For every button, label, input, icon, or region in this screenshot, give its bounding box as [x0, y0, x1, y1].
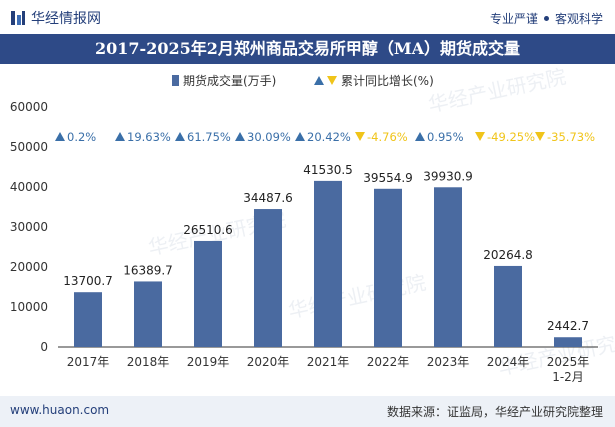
up-triangle-icon [115, 132, 125, 141]
bar-label-4: 41530.5 [303, 163, 353, 177]
legend-label-growth: 累计同比增长(%) [341, 74, 434, 88]
brand-name: 华经情报网 [31, 11, 101, 27]
growth-label-1: 19.63% [127, 130, 171, 144]
bar-1 [134, 281, 162, 347]
down-triangle-icon [355, 132, 365, 141]
tagline-right: 客观科学 [554, 12, 603, 26]
tagline: 专业严谨 客观科学 [490, 10, 603, 27]
x-tick-label-3: 2020年 [247, 355, 290, 369]
y-tick-label-0: 0 [40, 340, 48, 354]
y-tick-label-1: 10000 [10, 300, 48, 314]
bar-label-6: 39930.9 [423, 169, 473, 183]
bar-label-0: 13700.7 [63, 274, 113, 288]
x-tick-label-6: 2023年 [427, 355, 470, 369]
logo-icon [10, 10, 26, 26]
y-tick-label-4: 40000 [10, 180, 48, 194]
bar-label-7: 20264.8 [483, 248, 533, 262]
up-triangle-icon [235, 132, 245, 141]
growth-label-5: -4.76% [367, 130, 408, 144]
down-triangle-icon [475, 132, 485, 141]
legend-label-volume: 期货成交量(万手) [183, 73, 276, 88]
bar-3 [254, 209, 282, 347]
y-tick-label-5: 50000 [10, 140, 48, 154]
website-link[interactable]: www.huaon.com [10, 403, 110, 417]
watermark-2: 华经产业研究院 [426, 64, 568, 117]
dot-icon [543, 16, 549, 21]
bar-0 [74, 292, 102, 347]
bar-label-3: 34487.6 [243, 191, 293, 205]
y-tick-label-6: 60000 [10, 100, 48, 114]
top-bar: 华经情报网 专业严谨 客观科学 [0, 0, 615, 34]
bar-label-2: 26510.6 [183, 223, 233, 237]
up-triangle-icon [55, 132, 65, 141]
x-tick-label-1: 2018年 [127, 355, 170, 369]
bar-label-5: 39554.9 [363, 171, 413, 185]
legend-down-triangle-icon [327, 76, 337, 85]
x-tick-label-2: 2019年 [187, 355, 230, 369]
chart-title: 2017-2025年2月郑州商品交易所甲醇（MA）期货成交量 [0, 34, 615, 64]
growth-label-4: 20.42% [307, 130, 351, 144]
x-tick-label-8: 2025年 1-2月 [547, 355, 590, 384]
legend-up-triangle-icon [314, 76, 324, 85]
x-tick-label-5: 2022年 [367, 355, 410, 369]
growth-label-2: 61.75% [187, 130, 231, 144]
footer: www.huaon.com 数据来源：证监局，华经产业研究院整理 [0, 396, 615, 427]
brand: 华经情报网 [10, 8, 101, 28]
growth-label-7: -49.25% [487, 130, 535, 144]
bar-6 [434, 187, 462, 347]
up-triangle-icon [175, 132, 185, 141]
tagline-left: 专业严谨 [489, 12, 538, 26]
bar-label-8: 2442.7 [547, 319, 589, 333]
x-tick-label-7: 2024年 [487, 355, 530, 369]
growth-label-6: 0.95% [427, 130, 464, 144]
bar-5 [374, 188, 402, 347]
legend-swatch-bar [172, 75, 179, 86]
up-triangle-icon [415, 132, 425, 141]
growth-label-3: 30.09% [247, 130, 291, 144]
bar-2 [194, 240, 222, 347]
bar-7 [494, 265, 522, 347]
x-tick-label-0: 2017年 [67, 355, 110, 369]
growth-label-0: 0.2% [67, 130, 96, 144]
up-triangle-icon [295, 132, 305, 141]
bar-8 [554, 337, 582, 347]
watermark-1: 华经产业研究院 [286, 270, 428, 323]
x-tick-label-4: 2021年 [307, 355, 350, 369]
bar-label-1: 16389.7 [123, 263, 173, 277]
bar-4 [314, 180, 342, 347]
y-tick-label-2: 20000 [10, 260, 48, 274]
data-source: 数据来源：证监局，华经产业研究院整理 [386, 405, 603, 419]
down-triangle-icon [535, 132, 545, 141]
growth-label-8: -35.73% [547, 130, 595, 144]
y-tick-label-3: 30000 [10, 220, 48, 234]
